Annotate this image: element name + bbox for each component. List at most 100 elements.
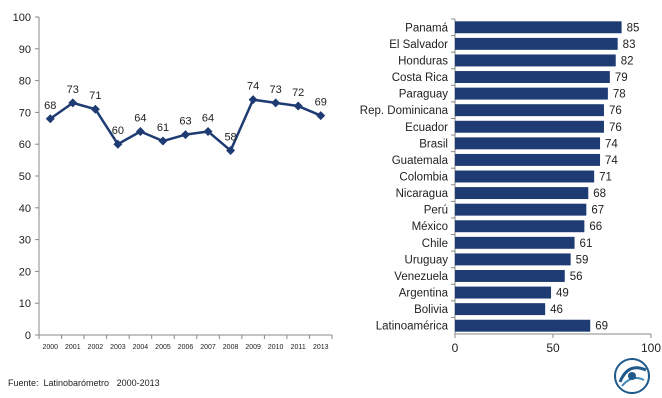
line-y-tick-label: 90 <box>19 44 31 56</box>
latinobarometro-logo <box>614 358 650 394</box>
line-data-point <box>316 111 326 121</box>
bar-category-label: Venezuela <box>394 271 448 283</box>
bar-x-tick-label: 100 <box>641 341 661 355</box>
bar-data-label: 76 <box>609 122 622 134</box>
bar-category-label: Guatemala <box>392 155 449 167</box>
line-data-label: 68 <box>44 100 56 112</box>
bar <box>455 87 608 100</box>
bar-category-label: Rep. Dominicana <box>360 105 449 117</box>
bar-data-label: 68 <box>593 188 606 200</box>
bar <box>455 319 591 332</box>
line-data-label: 60 <box>112 125 124 137</box>
line-data-point <box>68 98 78 108</box>
bar-category-label: Paraguay <box>399 89 448 101</box>
line-y-tick-label: 50 <box>19 171 31 183</box>
line-y-tick-label: 80 <box>19 76 31 88</box>
bar-category-label: Latinoamérica <box>376 321 449 333</box>
bar-data-label: 74 <box>605 138 618 150</box>
bar-data-label: 79 <box>615 72 628 84</box>
line-data-label: 58 <box>224 132 236 144</box>
bar-data-label: 59 <box>576 254 589 266</box>
bar-category-label: Argentina <box>399 288 449 300</box>
bar-category-label: Chile <box>422 238 448 250</box>
bar <box>455 21 622 34</box>
bar <box>455 137 601 150</box>
bar-category-label: Colombia <box>399 172 448 184</box>
line-data-point <box>203 126 213 136</box>
bar <box>455 54 616 67</box>
bar-data-label: 67 <box>591 205 604 217</box>
bar-category-label: Costa Rica <box>392 72 449 84</box>
line-data-point <box>45 114 55 124</box>
bar-data-label: 49 <box>556 288 569 300</box>
line-data-label: 72 <box>292 87 304 99</box>
bar-category-label: Perú <box>424 205 448 217</box>
bar-category-label: Nicaragua <box>396 188 449 200</box>
line-data-label: 71 <box>89 90 101 102</box>
line-data-label: 73 <box>67 84 79 96</box>
line-x-tick-label: 2006 <box>178 344 194 351</box>
bar-data-label: 78 <box>613 89 626 101</box>
line-data-label: 64 <box>134 112 146 124</box>
line-data-label: 64 <box>202 112 214 124</box>
bar-data-label: 56 <box>570 271 583 283</box>
line-x-tick-label: 2003 <box>110 344 126 351</box>
bar <box>455 104 604 117</box>
bar <box>455 253 571 266</box>
bar-data-label: 66 <box>589 221 602 233</box>
bar-data-label: 85 <box>627 22 640 34</box>
line-y-tick-label: 30 <box>19 235 31 247</box>
line-y-tick-label: 20 <box>19 266 31 278</box>
line-data-point <box>181 130 190 140</box>
line-y-tick-label: 10 <box>19 298 31 310</box>
line-data-point <box>293 101 303 111</box>
bar-x-tick-label: 50 <box>546 341 560 355</box>
line-x-tick-label: 2013 <box>313 344 329 351</box>
line-x-tick-label: 2002 <box>88 344 104 351</box>
line-data-label: 63 <box>179 116 191 128</box>
line-data-point <box>248 95 258 105</box>
line-x-tick-label: 2001 <box>65 344 81 351</box>
bar-category-label: El Salvador <box>389 39 448 51</box>
line-x-tick-label: 2010 <box>268 344 284 351</box>
line-data-label: 74 <box>247 81 259 93</box>
line-x-tick-label: 2005 <box>155 344 171 351</box>
bar-category-label: México <box>412 221 448 233</box>
line-x-tick-label: 2007 <box>200 344 216 351</box>
line-data-label: 73 <box>270 84 282 96</box>
line-x-tick-label: 2004 <box>133 344 149 351</box>
line-y-tick-label: 60 <box>19 139 31 151</box>
bar-data-label: 74 <box>605 155 618 167</box>
bar-data-label: 69 <box>595 321 608 333</box>
line-data-point <box>135 126 145 136</box>
line-data-point <box>271 98 281 108</box>
line-data-label: 61 <box>157 122 169 134</box>
bar-category-label: Ecuador <box>405 122 448 134</box>
bar-data-label: 76 <box>609 105 622 117</box>
bar-category-label: Uruguay <box>405 254 449 266</box>
line-y-tick-label: 70 <box>19 107 31 119</box>
line-x-tick-label: 2000 <box>42 344 58 351</box>
line-data-point <box>158 136 168 146</box>
bar <box>455 71 610 83</box>
bar-category-label: Bolivia <box>414 304 448 316</box>
line-data-point <box>90 104 100 114</box>
bar-data-label: 71 <box>599 172 612 184</box>
bar-x-tick-label: 0 <box>452 341 459 355</box>
bar-category-label: Honduras <box>398 55 448 67</box>
bar-category-label: Panamá <box>405 22 448 34</box>
bar <box>455 120 604 133</box>
line-y-tick-label: 0 <box>25 330 31 342</box>
bar <box>455 37 618 50</box>
line-x-tick-label: 2009 <box>245 344 261 351</box>
bar <box>455 286 552 299</box>
bar <box>455 187 589 200</box>
bar-data-label: 61 <box>580 238 593 250</box>
line-data-point <box>113 139 123 149</box>
bar <box>455 220 585 233</box>
line-x-tick-label: 2008 <box>223 344 239 351</box>
bar <box>455 170 595 183</box>
line-data-point <box>226 146 236 156</box>
